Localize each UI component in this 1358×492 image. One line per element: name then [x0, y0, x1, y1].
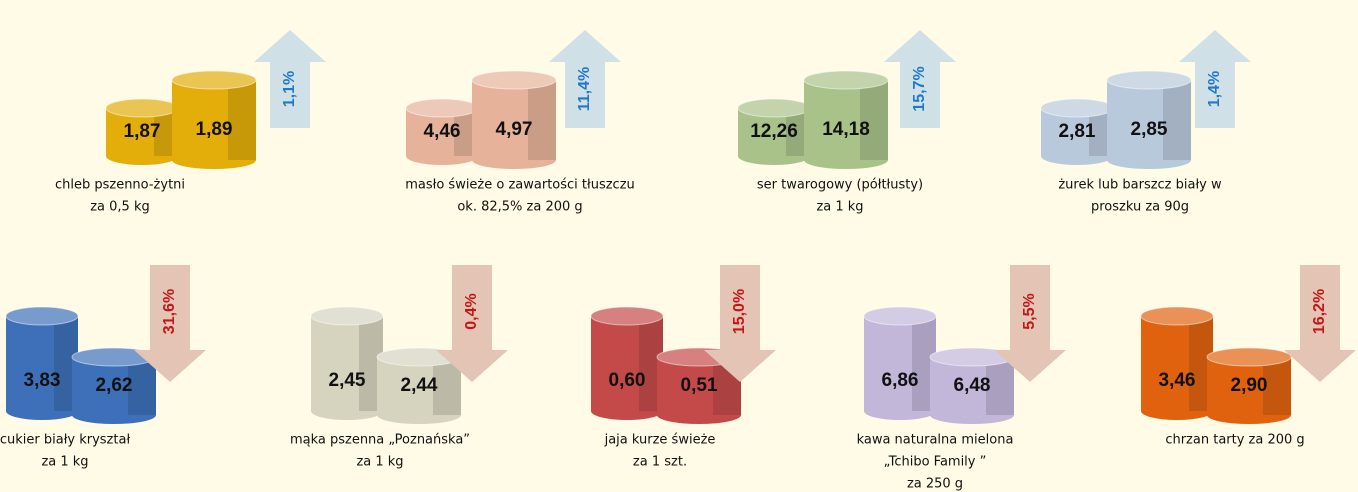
product-label: „Tchibo Family ”	[884, 455, 987, 470]
cylinder: 2,90	[1207, 348, 1291, 424]
price-value: 2,45	[329, 370, 366, 391]
price-value: 14,18	[822, 119, 870, 140]
change-percent: 0,4%	[463, 293, 480, 329]
product-label: ok. 82,5% za 200 g	[457, 200, 582, 215]
cylinder-top-shine	[1041, 99, 1113, 117]
product-label: proszku za 90g	[1091, 200, 1189, 215]
price-value: 6,48	[954, 375, 991, 396]
cylinder: 2,81	[1041, 99, 1113, 165]
cylinder-top-shine	[1141, 307, 1213, 325]
cylinder-top-shine	[472, 71, 556, 89]
price-value: 0,60	[609, 370, 646, 391]
product-label: chleb pszenno-żytni	[55, 178, 185, 193]
cylinder-top-shine	[172, 71, 256, 89]
price-value: 2,44	[401, 375, 438, 396]
change-percent: 1,4%	[1206, 71, 1223, 107]
change-percent: 31,6%	[161, 289, 178, 334]
price-value: 3,46	[1159, 370, 1196, 391]
cylinder: 1,89	[172, 71, 256, 169]
product-label: kawa naturalna mielona	[857, 433, 1014, 448]
cylinder-top-shine	[311, 307, 383, 325]
cylinder: 2,45	[311, 307, 383, 420]
change-percent: 11,4%	[576, 67, 593, 111]
product-label: masło świeże o zawartości tłuszczu	[405, 178, 635, 193]
price-value: 4,97	[496, 119, 533, 140]
price-value: 12,26	[750, 121, 798, 142]
product-label: za 250 g	[907, 477, 963, 492]
price-value: 1,89	[196, 119, 233, 140]
cylinder-top-shine	[1207, 348, 1291, 366]
change-percent: 15,7%	[911, 66, 928, 111]
cylinder: 1,87	[106, 99, 178, 165]
product-label: żurek lub barszcz biały w	[1058, 178, 1222, 193]
cylinder-top-shine	[591, 307, 663, 325]
product-label: za 1 szt.	[633, 455, 687, 470]
product-label: za 1 kg	[356, 455, 403, 470]
cylinder-top-shine	[406, 99, 478, 117]
change-percent: 1,1%	[281, 71, 298, 107]
price-value: 2,90	[1231, 375, 1268, 396]
cylinder-top-shine	[1107, 71, 1191, 89]
price-value: 1,87	[124, 121, 161, 142]
cylinder-top-shine	[106, 99, 178, 117]
cylinder: 6,48	[930, 348, 1014, 424]
cylinder: 4,46	[406, 99, 478, 165]
infographic: 1,87 1,89 1,1% chleb pszenno-żytni za 0,5 kg…	[0, 0, 1358, 492]
cylinder: 0,60	[591, 307, 663, 420]
cylinder: 4,97	[472, 71, 556, 169]
product-label: cukier biały kryształ	[0, 433, 130, 448]
cylinder-top-shine	[864, 307, 936, 325]
cylinder: 3,46	[1141, 307, 1213, 420]
cylinder: 12,26	[738, 99, 810, 165]
price-value: 6,86	[882, 370, 919, 391]
product-label: za 0,5 kg	[90, 200, 150, 215]
cylinder: 6,86	[864, 307, 936, 420]
cylinder: 2,85	[1107, 71, 1191, 169]
product-label: ser twarogowy (półtłusty)	[757, 178, 923, 193]
product-label: chrzan tarty za 200 g	[1165, 433, 1304, 448]
product-label: jaja kurze świeże	[604, 433, 716, 448]
change-percent: 15,0%	[731, 289, 748, 334]
price-value: 2,62	[96, 375, 133, 396]
price-value: 0,51	[681, 375, 718, 396]
cylinder-top-shine	[6, 307, 78, 325]
change-percent: 5,5%	[1021, 293, 1038, 329]
product-label: za 1 kg	[816, 200, 863, 215]
price-value: 2,85	[1131, 119, 1168, 140]
cylinder: 3,83	[6, 307, 78, 420]
change-percent: 16,2%	[1311, 289, 1328, 334]
price-value: 4,46	[424, 121, 461, 142]
price-value: 2,81	[1059, 121, 1096, 142]
product-label: mąka pszenna „Poznańska”	[290, 433, 470, 448]
cylinder: 2,62	[72, 348, 156, 424]
cylinder-top-shine	[804, 71, 888, 89]
product-label: za 1 kg	[41, 455, 88, 470]
price-value: 3,83	[24, 370, 61, 391]
cylinder-top-shine	[738, 99, 810, 117]
cylinder: 14,18	[804, 71, 888, 169]
